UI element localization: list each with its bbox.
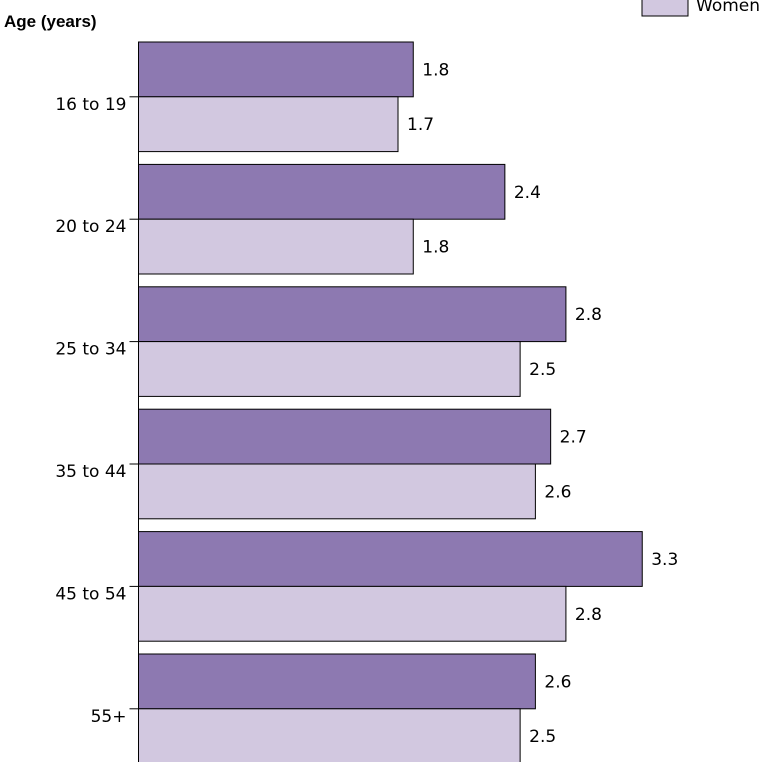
- value-label-women-25-to-34: 2.5: [529, 360, 556, 380]
- value-label-series-1-45-to-54: 3.3: [651, 550, 678, 570]
- value-label-series-1-55: 2.6: [544, 672, 571, 692]
- bar-series-1-16-to-19: [138, 41, 414, 98]
- value-label-women-55: 2.5: [529, 727, 556, 747]
- bar-series-1-25-to-34: [138, 286, 567, 343]
- value-label-women-45-to-54: 2.8: [575, 605, 602, 625]
- value-label-women-16-to-19: 1.7: [407, 115, 434, 135]
- bar-women-45-to-54: [138, 585, 567, 642]
- legend: Women: [641, 0, 760, 17]
- bar-women-35-to-44: [138, 463, 536, 520]
- bar-series-1-35-to-44: [138, 408, 552, 465]
- bar-series-1-45-to-54: [138, 531, 643, 587]
- plot-area: 1.8 1.7 16 to 19 2.4 1.8 20 to 24 2.8 2.5 25 to …: [55, 41, 678, 762]
- legend-swatch-women: [641, 0, 689, 17]
- value-label-series-1-16-to-19: 1.8: [422, 60, 449, 80]
- value-label-women-20-to-24: 1.8: [422, 238, 449, 258]
- legend-label-women: Women: [696, 0, 760, 16]
- bar-series-1-55: [138, 653, 536, 710]
- y-axis-tick-label-25-to-34: 25 to 34: [55, 340, 126, 360]
- bar-series-1-20-to-24: [138, 163, 506, 220]
- value-label-series-1-20-to-24: 2.4: [514, 183, 541, 203]
- bar-women-55: [138, 708, 521, 762]
- bar-women-25-to-34: [138, 341, 521, 397]
- bar-women-20-to-24: [138, 218, 414, 275]
- value-label-women-35-to-44: 2.6: [544, 482, 571, 502]
- value-label-series-1-35-to-44: 2.7: [560, 428, 587, 448]
- y-axis-title: Age (years): [4, 12, 97, 31]
- y-axis-tick-label-20-to-24: 20 to 24: [55, 217, 126, 237]
- y-axis-tick-label-55: 55+: [91, 707, 127, 727]
- bar-women-16-to-19: [138, 96, 399, 153]
- y-axis-tick-label-35-to-44: 35 to 44: [55, 462, 126, 482]
- value-label-series-1-25-to-34: 2.8: [575, 305, 602, 325]
- y-axis-tick-label-45-to-54: 45 to 54: [55, 584, 126, 604]
- y-axis-tick-label-16-to-19: 16 to 19: [55, 95, 126, 115]
